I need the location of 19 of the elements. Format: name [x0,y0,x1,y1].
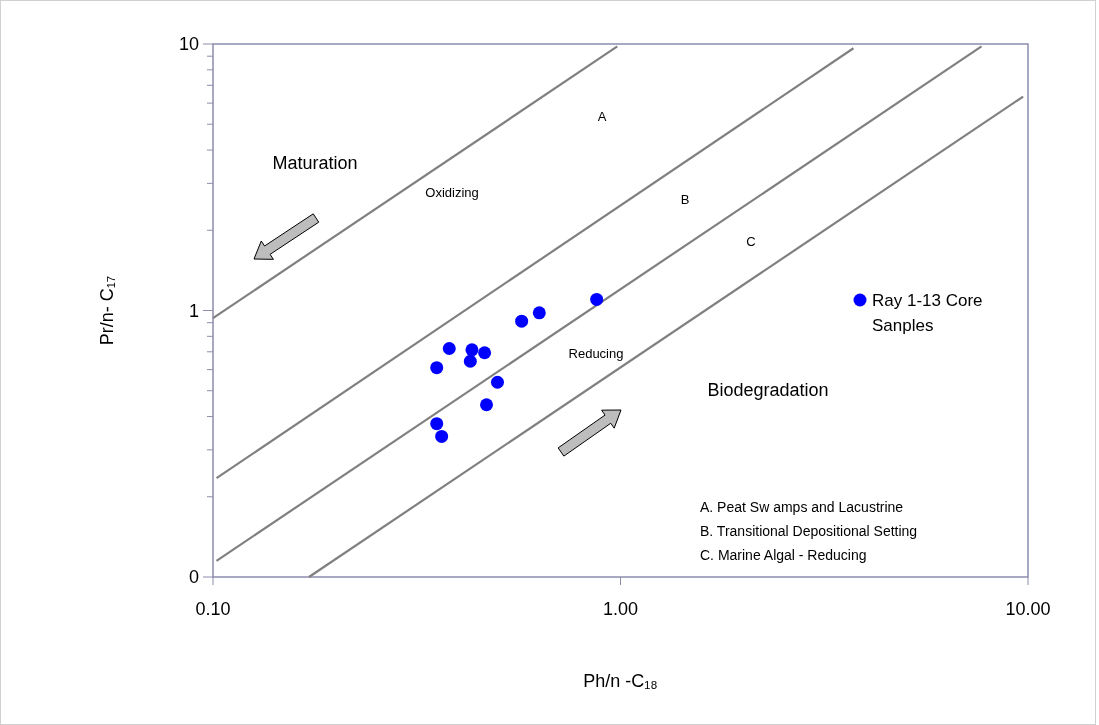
x-tick-label: 0.10 [195,599,231,619]
y-tick-label: 1 [188,300,199,321]
y-tick-label: 0 [188,567,199,588]
x-tick-label: 1.00 [602,599,639,619]
legend-label: Ray 1-13 Core Sanples [872,290,983,336]
annotation: C [746,233,756,249]
annotation: B [680,191,690,207]
y-axis-title: Pr/n- C₁₇ [97,275,117,346]
y-tick-label: 10 [178,34,199,55]
annotation: Oxidizing [425,184,479,200]
annotation: Biodegradation [707,380,829,401]
annotation: Maturation [272,153,358,174]
annotation: A [597,108,607,124]
annotation: C. Marine Algal - Reducing [700,547,867,563]
annotation: Reducing [568,345,624,361]
x-axis-title: Ph/n -C₁₈ [583,671,658,691]
x-tick-label: 10.00 [1005,599,1051,619]
annotation: B. Transitional Depositional Setting [700,523,918,539]
annotation: A. Peat Sw amps and Lacustrine [700,499,904,515]
